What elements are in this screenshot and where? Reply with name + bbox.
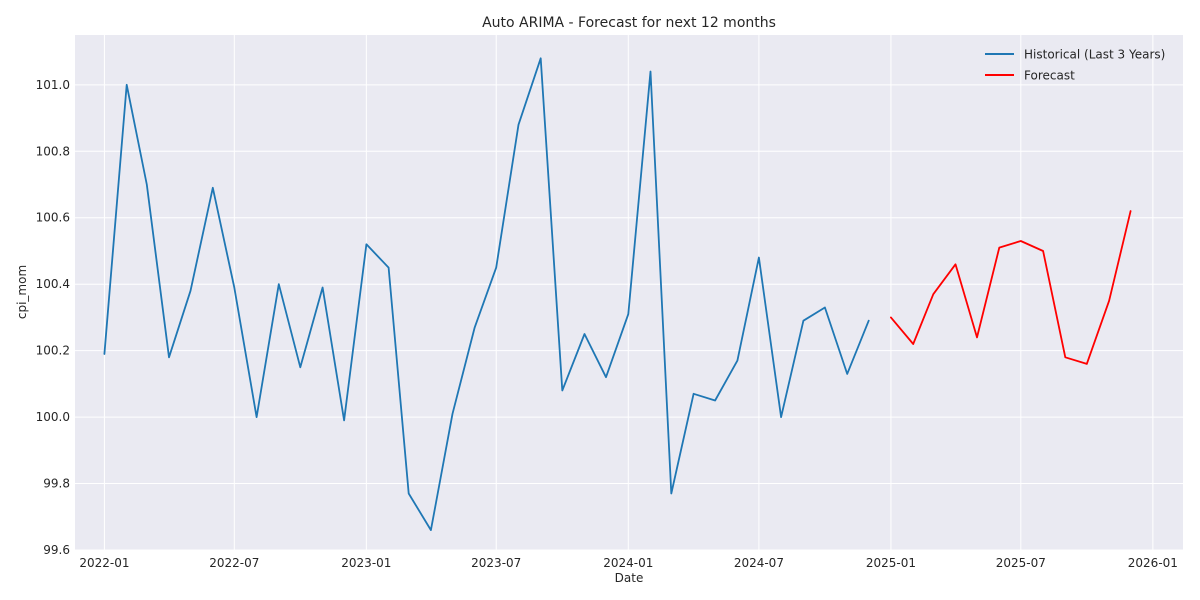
- x-tick-label: 2024-07: [734, 556, 784, 570]
- y-tick-label: 100.4: [36, 277, 70, 291]
- x-tick-label: 2022-01: [79, 556, 129, 570]
- y-ticks: 99.6 99.8 100.0 100.2 100.4 100.6 100.8 101.0: [36, 78, 70, 557]
- x-tick-label: 2022-07: [209, 556, 259, 570]
- y-axis-label: cpi_mom: [15, 265, 29, 319]
- chart-title: Auto ARIMA - Forecast for next 12 months: [482, 15, 776, 31]
- series-layer: [103, 57, 1132, 531]
- legend-label-historical: Historical (Last 3 Years): [1024, 48, 1165, 62]
- forecast-series-line: [890, 210, 1132, 365]
- x-tick-label: 2026-01: [1128, 556, 1178, 570]
- x-tick-label: 2023-07: [471, 556, 521, 570]
- x-tick-label: 2024-01: [603, 556, 653, 570]
- y-tick-label: 99.6: [43, 543, 70, 557]
- x-ticks: 2022-01 2022-07 2023-01 2023-07 2024-01 2024-…: [79, 556, 1178, 570]
- legend-label-forecast: Forecast: [1024, 69, 1075, 83]
- y-tick-label: 100.2: [36, 344, 70, 358]
- y-tick-label: 100.8: [36, 144, 70, 158]
- historical-series-line: [103, 57, 870, 531]
- legend: Historical (Last 3 Years) Forecast: [985, 48, 1165, 83]
- x-tick-label: 2025-01: [866, 556, 916, 570]
- y-tick-label: 100.0: [36, 410, 70, 424]
- x-tick-label: 2025-07: [996, 556, 1046, 570]
- y-tick-label: 100.6: [36, 211, 70, 225]
- plot-area: [75, 35, 1183, 550]
- x-axis-label: Date: [615, 571, 644, 585]
- y-tick-label: 99.8: [43, 477, 70, 491]
- y-tick-label: 101.0: [36, 78, 70, 92]
- x-tick-label: 2023-01: [341, 556, 391, 570]
- grid: [75, 35, 1183, 551]
